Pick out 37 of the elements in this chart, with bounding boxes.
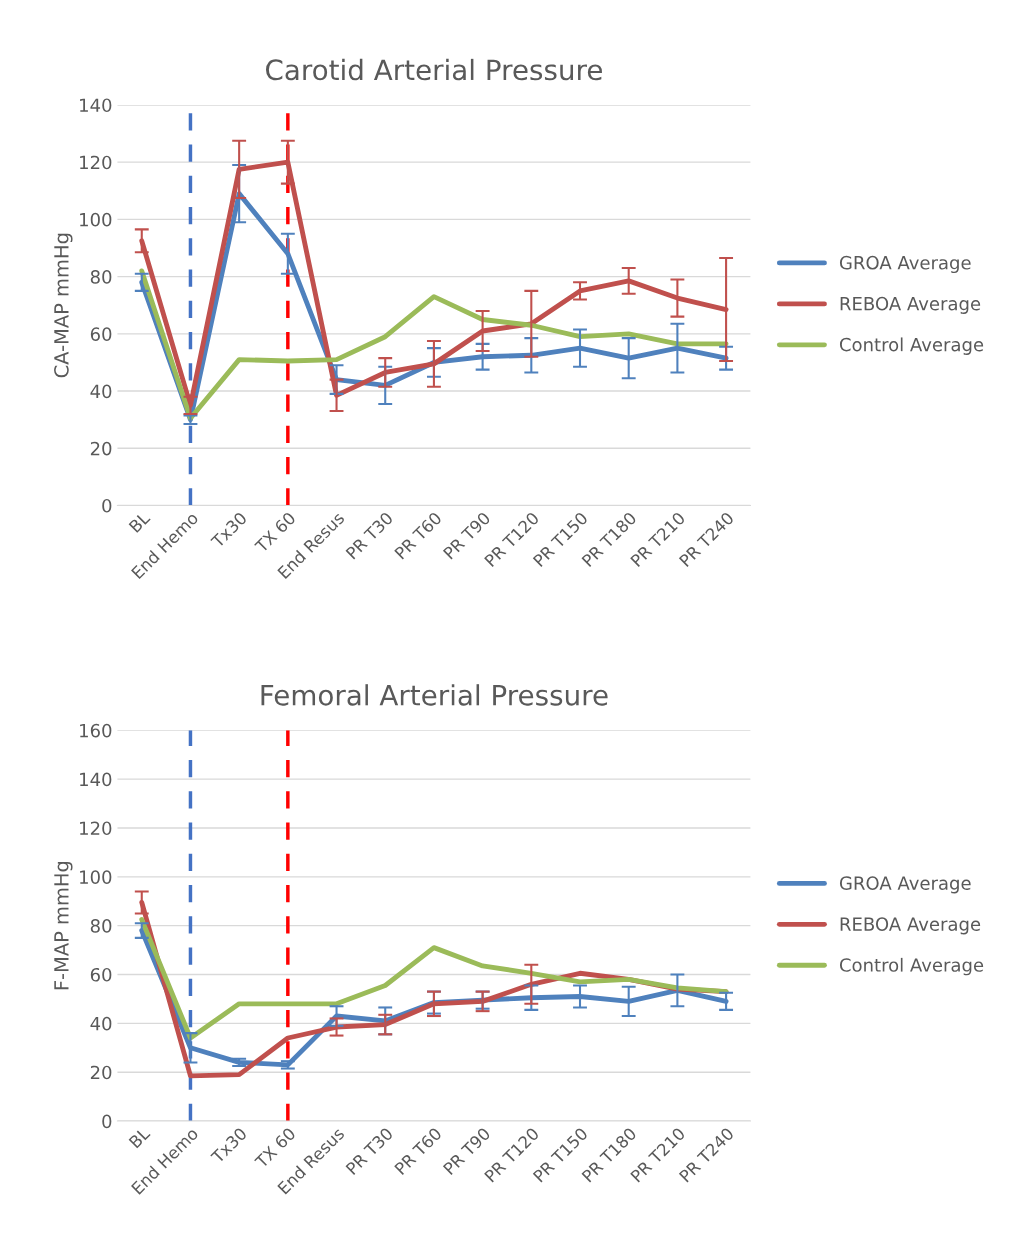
y-tick-label: 120: [80, 155, 112, 170]
x-tick-label: PR T60: [394, 511, 443, 560]
x-tick-label: BL: [128, 1126, 151, 1149]
legend-label: REBOA Average: [840, 296, 981, 314]
x-tick-label: TX 60: [254, 1126, 297, 1170]
y-tick-label: 60: [90, 327, 112, 341]
legend-label: Control Average: [839, 337, 984, 355]
x-tick-label: PR T30: [345, 1126, 394, 1176]
line-series: [139, 917, 729, 1041]
y-tick-label: 80: [90, 270, 112, 284]
legend-label: Control Average: [839, 957, 984, 976]
y-tick-label: 0: [102, 498, 112, 513]
legend-label: REBOA Average: [840, 917, 981, 935]
line-series: [139, 268, 729, 421]
x-tick-label: PR T60: [394, 1126, 443, 1176]
y-tick-label: 100: [80, 212, 112, 227]
x-tick-label: BL: [128, 510, 151, 533]
legend-label: GROA Average: [839, 255, 971, 274]
y-tick-label: 160: [80, 723, 112, 738]
y-tick-label: 60: [90, 967, 112, 982]
y-tick-label: 20: [90, 1065, 112, 1080]
legend-label: GROA Average: [839, 876, 971, 894]
y-tick-label: 100: [80, 870, 112, 884]
y-tick-label: 40: [90, 1016, 112, 1031]
y-axis-title: CA-MAP mmHg: [54, 233, 73, 378]
chart-title: Femoral Arterial Pressure: [261, 684, 608, 706]
chart-title: Carotid Arterial Pressure: [266, 58, 602, 81]
y-tick-label: 140: [80, 98, 112, 113]
y-tick-label: 140: [80, 772, 112, 787]
x-tick-label: TX 60: [254, 511, 297, 554]
y-axis-title: F-MAP mmHg: [54, 861, 73, 990]
y-tick-label: 40: [90, 384, 112, 399]
y-tick-label: 80: [90, 919, 112, 933]
y-tick-label: 0: [102, 1114, 112, 1129]
y-tick-label: 120: [80, 821, 112, 836]
x-tick-label: PR T30: [345, 511, 394, 560]
y-tick-label: 20: [90, 441, 112, 456]
